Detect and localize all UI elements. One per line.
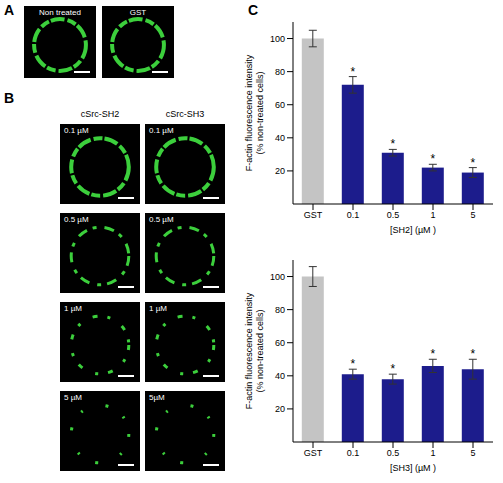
- html-text:GST: GST: [129, 8, 147, 17]
- svg-text:40: 40: [275, 133, 285, 143]
- svg-text:0.1: 0.1: [347, 448, 360, 458]
- svg-text:*: *: [350, 65, 355, 79]
- html-text:5 µM: 5 µM: [64, 393, 82, 402]
- svg-text:80: 80: [275, 305, 285, 315]
- svg-text:(% non-treated cells): (% non-treated cells): [255, 71, 265, 154]
- html-text:cSrc-SH2: cSrc-SH2: [80, 109, 120, 119]
- html-text:cSrc-SH3: cSrc-SH3: [165, 109, 205, 119]
- svg-text:0.5: 0.5: [387, 210, 400, 220]
- svg-text:5: 5: [470, 448, 475, 458]
- svg-text:(% non-treated cells): (% non-treated cells): [255, 309, 265, 392]
- svg-text:80: 80: [275, 67, 285, 77]
- svg-text:0.5: 0.5: [387, 448, 400, 458]
- svg-text:40: 40: [275, 371, 285, 381]
- svg-text:*: *: [390, 137, 395, 151]
- svg-text:20: 20: [275, 404, 285, 414]
- html-text:[SH2] (µM ): [SH2] (µM ): [389, 225, 437, 235]
- svg-text:1: 1: [430, 448, 435, 458]
- html-text:1 µM: 1 µM: [149, 304, 167, 313]
- svg-text:0.1: 0.1: [347, 210, 360, 220]
- html-text:[SH3] (µM ): [SH3] (µM ): [389, 463, 437, 473]
- html-text:Non treated: Non treated: [39, 8, 81, 17]
- svg-text:F-actin fluorescence intensity: F-actin fluorescence intensity: [244, 54, 254, 171]
- html-text:0.1 µM: 0.1 µM: [64, 126, 89, 135]
- html-text:5µM: 5µM: [149, 393, 165, 402]
- svg-text:100: 100: [270, 34, 285, 44]
- svg-text:*: *: [390, 362, 395, 376]
- svg-text:*: *: [430, 152, 435, 166]
- svg-text:1: 1: [430, 210, 435, 220]
- html-text:A: A: [4, 2, 15, 18]
- svg-text:100: 100: [270, 272, 285, 282]
- html-text:C: C: [248, 2, 259, 18]
- svg-text:5: 5: [470, 210, 475, 220]
- svg-text:60: 60: [275, 338, 285, 348]
- svg-text:*: *: [470, 347, 475, 361]
- svg-text:GST: GST: [304, 210, 323, 220]
- svg-text:*: *: [430, 347, 435, 361]
- svg-text:20: 20: [275, 166, 285, 176]
- svg-text:*: *: [470, 156, 475, 170]
- html-text:B: B: [4, 90, 15, 106]
- html-text:0.5 µM: 0.5 µM: [64, 215, 89, 224]
- html-text:0.1 µM: 0.1 µM: [149, 126, 174, 135]
- svg-text:GST: GST: [304, 448, 323, 458]
- html-text:1 µM: 1 µM: [64, 304, 82, 313]
- svg-text:*: *: [350, 357, 355, 371]
- html-text:0.5 µM: 0.5 µM: [149, 215, 174, 224]
- svg-text:60: 60: [275, 100, 285, 110]
- svg-text:F-actin fluorescence intensity: F-actin fluorescence intensity: [244, 292, 254, 409]
